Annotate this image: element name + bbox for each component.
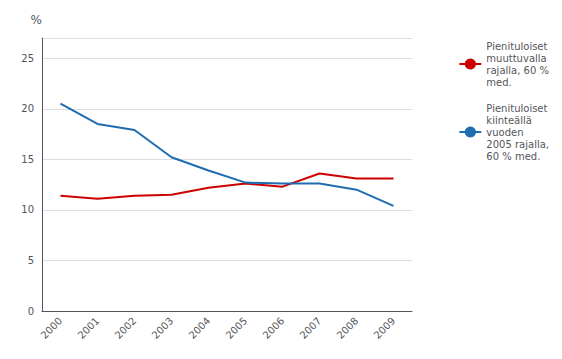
- svg-text:2007: 2007: [298, 315, 324, 341]
- svg-text:2008: 2008: [335, 315, 361, 341]
- svg-text:0: 0: [28, 306, 34, 317]
- svg-text:15: 15: [21, 154, 34, 165]
- svg-text:kiinteällä: kiinteällä: [486, 115, 532, 126]
- svg-text:2000: 2000: [39, 315, 65, 341]
- svg-text:Pienituloiset: Pienituloiset: [486, 103, 547, 114]
- svg-text:vuoden: vuoden: [486, 127, 523, 138]
- svg-text:2006: 2006: [261, 315, 287, 341]
- svg-text:2004: 2004: [187, 315, 213, 341]
- svg-text:10: 10: [21, 204, 34, 215]
- svg-text:20: 20: [21, 103, 34, 114]
- svg-text:2005: 2005: [224, 315, 250, 341]
- svg-text:muuttuvalla: muuttuvalla: [486, 53, 546, 64]
- svg-text:med.: med.: [486, 77, 511, 88]
- svg-text:rajalla, 60 %: rajalla, 60 %: [486, 65, 549, 76]
- svg-text:25: 25: [21, 53, 34, 64]
- svg-text:%: %: [31, 13, 42, 27]
- svg-text:60 % med.: 60 % med.: [486, 151, 540, 162]
- svg-text:2005 rajalla,: 2005 rajalla,: [486, 139, 549, 150]
- svg-text:2009: 2009: [372, 315, 398, 341]
- svg-text:2001: 2001: [76, 315, 102, 341]
- svg-text:2003: 2003: [150, 315, 176, 341]
- svg-text:5: 5: [28, 255, 34, 266]
- svg-text:Pienituloiset: Pienituloiset: [486, 41, 547, 52]
- svg-text:2002: 2002: [113, 315, 139, 341]
